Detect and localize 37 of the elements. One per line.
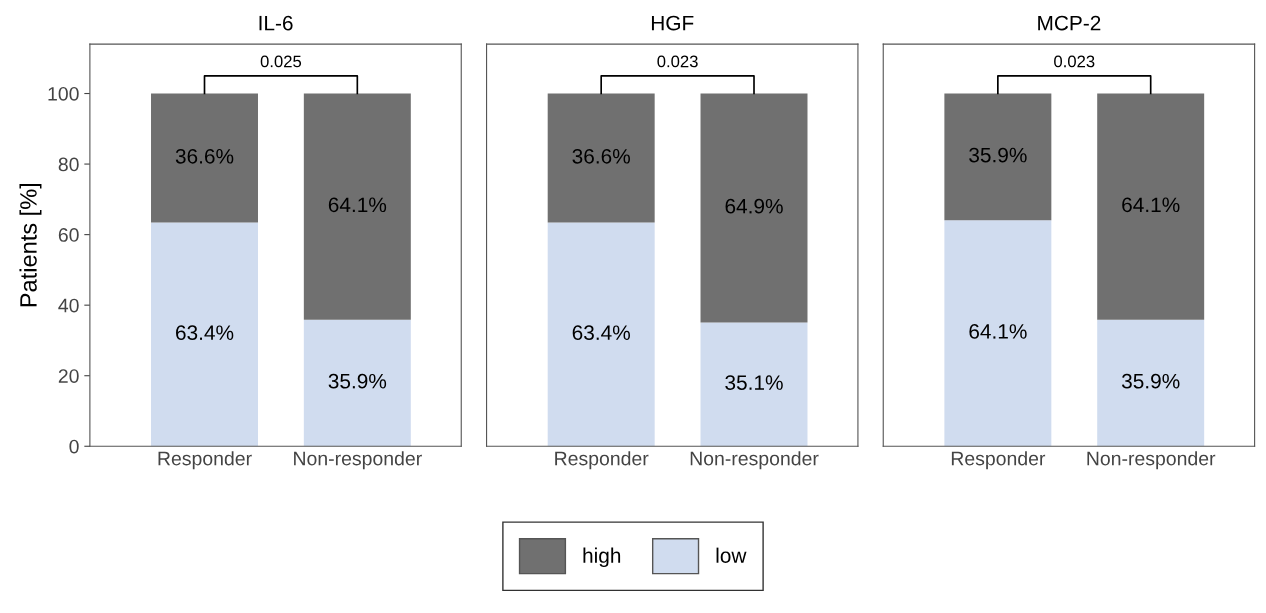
x-tick-label: Non-responder (690, 451, 819, 470)
y-tick-label: 0 (69, 439, 79, 454)
y-tick-label: 80 (58, 157, 79, 172)
y-tick-label: 40 (58, 298, 79, 313)
data-label: 35.9% (1121, 373, 1180, 389)
x-tick-label: Responder (951, 451, 1046, 470)
x-tick-label: Non-responder (294, 451, 422, 470)
x-tick-label: Non-responder (1087, 451, 1216, 470)
data-label: 63.4% (572, 325, 630, 341)
chart-title: MCP-2 (1038, 15, 1101, 31)
bar (303, 319, 411, 447)
data-label: 64.1% (969, 324, 1027, 339)
chart-title: HGF (651, 15, 694, 31)
data-label: 35.9% (969, 147, 1027, 163)
chart-title: IL-6 (259, 15, 293, 31)
bar (151, 222, 258, 447)
data-label: 64.9% (725, 198, 783, 214)
x-tick-label: Responder (555, 451, 649, 470)
y-tick-label: 20 (58, 369, 79, 383)
bar (151, 93, 258, 223)
data-label: 64.1% (328, 197, 387, 213)
y-tick-label: 100 (48, 86, 79, 101)
legend-label: high (583, 547, 621, 568)
annotation: 0.025 (260, 55, 302, 68)
data-label: 35.1% (725, 375, 783, 390)
data-label: 63.4% (176, 325, 234, 341)
x-tick-label: Responder (158, 451, 252, 470)
legend-label: low (716, 547, 747, 563)
annotation: 0.023 (1054, 55, 1095, 68)
data-label: 36.6% (572, 148, 630, 164)
data-label: 64.1% (1122, 197, 1180, 213)
bar (303, 93, 411, 320)
data-label: 35.9% (328, 373, 387, 389)
y-tick-label: 60 (58, 228, 79, 242)
y-axis-title: Patients [%] (19, 183, 42, 307)
annotation: 0.023 (657, 55, 698, 68)
data-label: 36.6% (175, 148, 234, 164)
